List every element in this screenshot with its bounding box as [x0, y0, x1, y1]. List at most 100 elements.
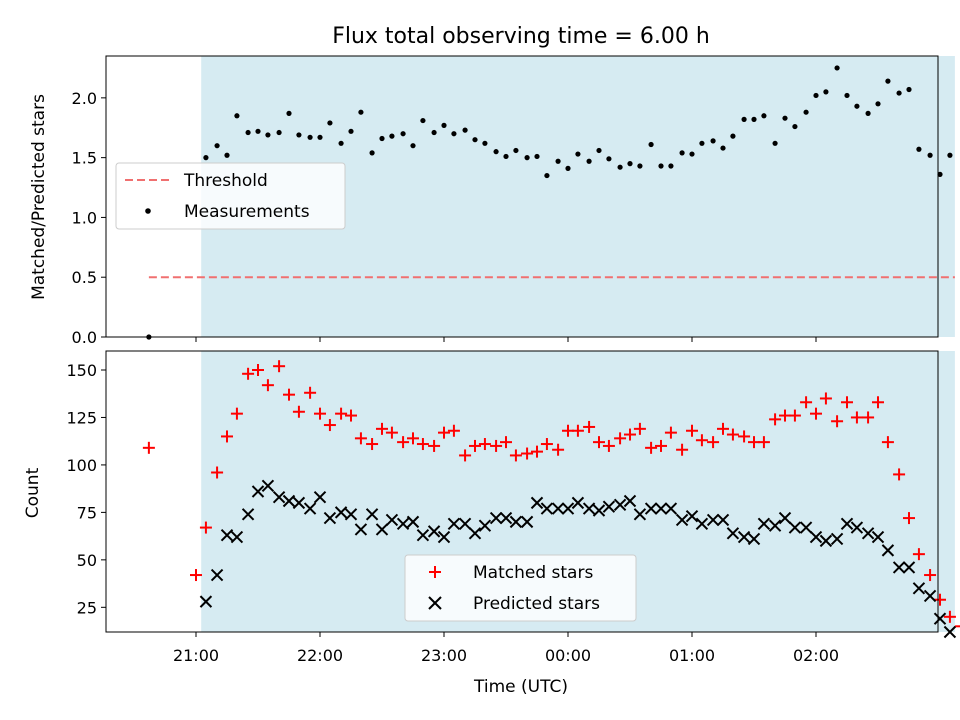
- matched-star-point: [695, 434, 708, 447]
- measurement-point: [296, 132, 302, 138]
- measurement-point: [524, 155, 530, 161]
- matched-star-point: [252, 363, 264, 376]
- measurement-point: [916, 146, 922, 152]
- matched-star-point: [943, 610, 956, 623]
- matched-star-point: [645, 441, 658, 454]
- predicted-star-point: [303, 502, 317, 515]
- predicted-star-point: [561, 502, 575, 515]
- measurement-point: [617, 164, 623, 170]
- predicted-star-point: [199, 595, 213, 608]
- predicted-star-point: [468, 527, 482, 540]
- matched-stars-series: [142, 360, 960, 628]
- x-tick-label: 21:00: [173, 646, 219, 665]
- matched-star-point: [211, 466, 224, 479]
- predicted-star-point: [726, 527, 740, 540]
- predicted-star-point: [489, 511, 503, 525]
- measurement-point: [575, 151, 581, 157]
- measurement-point: [513, 147, 519, 154]
- measurement-point: [544, 172, 550, 179]
- matched-star-point: [469, 439, 481, 452]
- measurement-point: [906, 86, 912, 93]
- predicted-star-point: [892, 561, 906, 574]
- measurement-point: [710, 138, 716, 144]
- bottom-y-tick-label: 100: [66, 456, 97, 475]
- measurement-point: [245, 129, 251, 136]
- measurement-point: [555, 158, 561, 164]
- predicted-star-point: [323, 511, 337, 525]
- bottom-y-tick-label: 75: [77, 503, 97, 522]
- x-tick-label: 01:00: [669, 646, 715, 665]
- matched-star-point: [221, 430, 233, 443]
- matched-star-point: [686, 424, 698, 437]
- predicted-star-point: [458, 517, 472, 530]
- measurement-point: [741, 116, 747, 122]
- predicted-star-point: [344, 508, 358, 521]
- matched-star-point: [416, 438, 429, 451]
- measurement-point: [730, 133, 736, 139]
- predicted-stars-series: [199, 479, 957, 639]
- x-tick-label: 22:00: [297, 646, 343, 665]
- predicted-star-point: [840, 517, 854, 530]
- measurement-point: [307, 134, 313, 140]
- matched-star-point: [199, 521, 212, 534]
- top-y-axis-label: Matched/Predicted stars: [29, 94, 49, 300]
- matched-star-point: [757, 436, 770, 449]
- measurement-point: [823, 89, 829, 95]
- matched-star-point: [459, 449, 472, 462]
- matched-star-point: [500, 436, 512, 449]
- predicted-star-point: [292, 496, 306, 510]
- matched-star-point: [438, 426, 450, 439]
- matched-star-point: [376, 422, 388, 435]
- matched-star-point: [354, 432, 367, 445]
- predicted-star-point: [861, 527, 875, 540]
- measurement-point: [265, 132, 271, 138]
- measurement-point: [503, 153, 509, 160]
- measurement-point: [720, 145, 726, 151]
- bottom-ticks: 25 50 75 100 125 150 21:00 22:00 23:00 00:00 01:00…: [66, 361, 839, 665]
- matched-star-point: [850, 411, 863, 424]
- predicted-star-point: [313, 490, 327, 504]
- x-tick-label: 00:00: [545, 646, 591, 665]
- top-y-tick-label: 1.0: [72, 208, 97, 227]
- measurement-point: [451, 131, 457, 137]
- measurement-point: [596, 147, 602, 154]
- matched-star-point: [602, 439, 615, 452]
- predicted-star-point: [695, 517, 709, 530]
- predicted-star-point: [737, 530, 751, 544]
- matched-star-point: [490, 439, 503, 452]
- predicted-star-point: [768, 519, 782, 532]
- matched-star-point: [283, 388, 295, 401]
- legend-matched-label: Matched stars: [473, 563, 593, 583]
- bottom-y-tick-label: 150: [66, 361, 97, 380]
- top-y-tick-label: 1.5: [72, 149, 97, 168]
- measurement-point: [317, 134, 323, 140]
- predicted-star-point: [509, 515, 523, 529]
- predicted-star-point: [406, 515, 420, 529]
- measurement-point: [482, 140, 488, 146]
- predicted-star-point: [902, 561, 916, 574]
- matched-star-point: [366, 438, 379, 451]
- measurement-point: [462, 127, 468, 133]
- predicted-star-point: [819, 534, 833, 548]
- bottom-axes-frame: [105, 350, 939, 633]
- matched-star-point: [142, 441, 155, 454]
- matched-star-point: [407, 432, 419, 445]
- legend-matched-marker: [429, 566, 441, 578]
- matched-star-point: [633, 422, 646, 435]
- matched-star-point: [624, 428, 636, 441]
- measurement-point: [224, 152, 230, 158]
- top-y-tick-label: 0.5: [72, 268, 97, 287]
- bottom-y-tick-label: 25: [77, 598, 97, 617]
- measurement-point: [358, 109, 364, 115]
- predicted-star-point: [520, 515, 534, 529]
- matched-star-point: [583, 420, 596, 433]
- measurement-point: [379, 135, 385, 142]
- matched-star-point: [242, 367, 255, 380]
- predicted-star-point: [261, 479, 275, 493]
- x-axis-label: Time (UTC): [473, 677, 568, 697]
- measurement-point: [679, 150, 685, 156]
- measurement-point: [472, 137, 478, 143]
- predicted-star-point: [230, 530, 244, 544]
- predicted-star-point: [437, 530, 451, 544]
